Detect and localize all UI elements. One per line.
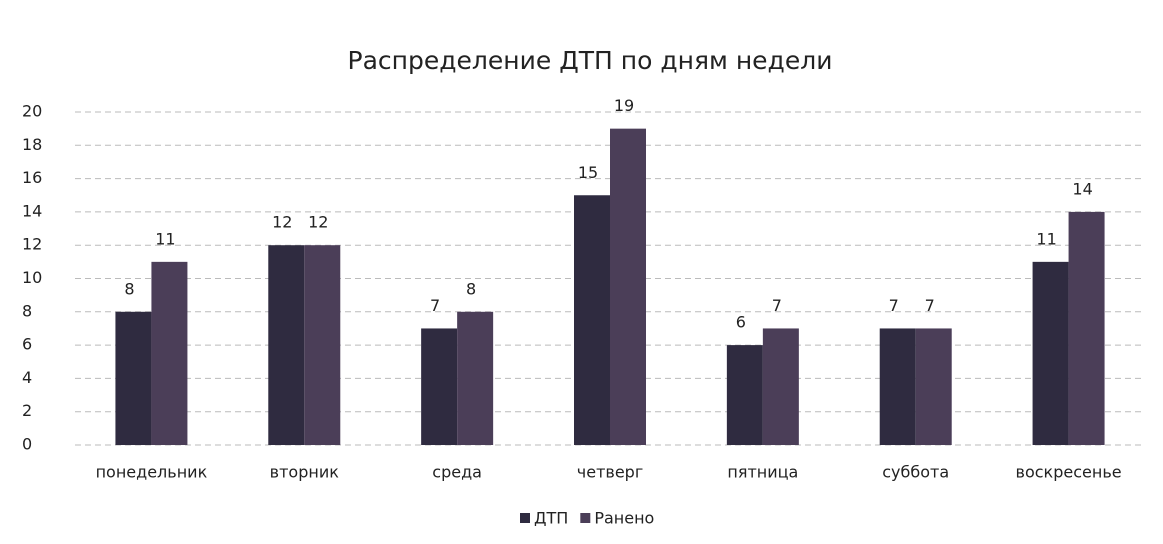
- data-label: 11: [155, 229, 175, 248]
- data-label: 11: [1036, 229, 1056, 248]
- data-label: 7: [889, 296, 899, 315]
- bar: [421, 328, 458, 445]
- bar: [574, 195, 610, 445]
- bar: [268, 245, 305, 445]
- x-tick-label: вторник: [270, 463, 340, 482]
- bar: [151, 261, 188, 445]
- bar: [610, 128, 646, 445]
- bar: [726, 345, 763, 445]
- y-tick-label: 4: [22, 368, 32, 387]
- y-tick-label: 0: [22, 435, 32, 454]
- x-tick-label: среда: [432, 463, 482, 482]
- chart-title: Распределение ДТП по дням недели: [348, 46, 833, 75]
- y-tick-label: 14: [22, 201, 42, 220]
- y-tick-label: 16: [22, 168, 42, 187]
- data-label: 7: [430, 296, 440, 315]
- y-tick-label: 20: [22, 102, 42, 121]
- x-tick-label: воскресенье: [1016, 463, 1122, 482]
- x-tick-label: пятница: [727, 463, 798, 482]
- data-label: 6: [736, 313, 746, 332]
- bar: [1032, 261, 1069, 445]
- bar: [879, 328, 916, 445]
- y-tick-label: 6: [22, 335, 32, 354]
- bar: [1068, 211, 1105, 445]
- y-tick-label: 8: [22, 301, 32, 320]
- y-tick-label: 18: [22, 135, 42, 154]
- legend-label: ДТП: [534, 509, 568, 528]
- y-tick-label: 2: [22, 401, 32, 420]
- bar: [762, 328, 799, 445]
- y-tick-label: 12: [22, 235, 42, 254]
- bar: [457, 311, 494, 445]
- legend-label: Ранено: [594, 509, 654, 528]
- data-label: 7: [925, 296, 935, 315]
- legend-swatch: [520, 513, 530, 523]
- bar: [915, 328, 952, 445]
- data-label: 12: [272, 213, 292, 232]
- data-label: 14: [1072, 179, 1092, 198]
- legend-swatch: [580, 513, 591, 523]
- x-tick-label: понедельник: [96, 463, 208, 482]
- data-label: 12: [308, 213, 328, 232]
- data-label: 8: [124, 279, 134, 298]
- x-tick-label: четверг: [577, 463, 643, 482]
- bar: [115, 311, 152, 445]
- y-tick-label: 10: [22, 268, 42, 287]
- data-label: 19: [614, 96, 634, 115]
- data-label: 15: [578, 163, 598, 182]
- data-label: 7: [772, 296, 782, 315]
- x-tick-label: суббота: [882, 463, 949, 482]
- bar: [304, 245, 341, 445]
- data-label: 8: [466, 279, 476, 298]
